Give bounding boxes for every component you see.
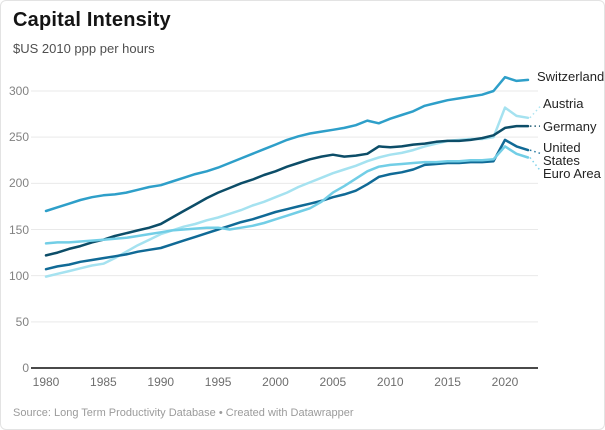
y-tick-label-0: 0 (22, 361, 29, 375)
y-tick-label-200: 200 (8, 176, 29, 191)
x-tick-label-1985: 1985 (90, 375, 117, 389)
series-label-line: Euro Area (543, 165, 601, 181)
y-tick-label-300: 300 (8, 84, 29, 98)
x-tick-label-1980: 1980 (32, 375, 60, 389)
series-label-line: States (543, 153, 580, 169)
series-label-germany: Germany (543, 120, 596, 133)
series-label-austria: Austria (543, 97, 583, 110)
y-tick-label-150: 150 (8, 222, 29, 237)
x-tick-label-2020: 2020 (491, 375, 519, 389)
series-line-austria (44, 106, 530, 278)
y-tick-label-50: 50 (15, 314, 29, 329)
x-tick-label-2010: 2010 (376, 375, 404, 389)
x-tick-label-2000: 2000 (262, 375, 289, 389)
label-leader-austria (529, 106, 541, 119)
y-tick-label-100: 100 (8, 268, 29, 283)
chart-title: Capital Intensity (13, 9, 171, 31)
series-label-united_states: United States (543, 141, 581, 167)
source-note: Source: Long Term Productivity Database … (13, 407, 354, 419)
series-label-line: Switzerland (537, 69, 605, 85)
series-label-line: Austria (543, 96, 584, 112)
x-tick-label-1990: 1990 (147, 375, 175, 389)
x-tick-label-2015: 2015 (434, 375, 461, 389)
series-line-euro_area (44, 145, 530, 245)
series-label-euro_area: Euro Area (543, 167, 601, 180)
y-tick-label-250: 250 (8, 130, 29, 145)
chart-subtitle: $US 2010 ppp per hours (13, 41, 155, 56)
x-tick-label-2005: 2005 (319, 375, 347, 389)
series-line-germany (44, 124, 530, 257)
series-label-switzerland: Switzerland (537, 70, 604, 83)
series-line-united_states (44, 138, 530, 271)
series-line-switzerland (44, 75, 530, 213)
series-label-line: Germany (543, 118, 597, 134)
label-leader-united_states (529, 149, 541, 155)
series-label-line: United (543, 140, 581, 156)
label-leader-euro_area (529, 157, 541, 171)
x-tick-label-1995: 1995 (204, 375, 232, 389)
